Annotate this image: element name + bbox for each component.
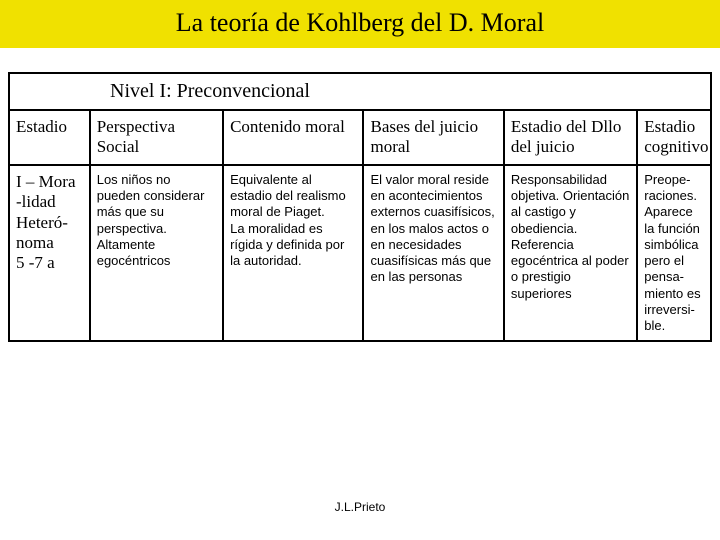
cell-perspectiva: Los niños no pueden considerar más que s… — [90, 165, 223, 342]
col-estadio: Estadio — [9, 110, 90, 165]
col-contenido: Contenido moral — [223, 110, 363, 165]
col-dllo: Estadio del Dllo del juicio — [504, 110, 637, 165]
page-title: La teoría de Kohlberg del D. Moral — [0, 8, 720, 38]
col-perspectiva: Perspectiva Social — [90, 110, 223, 165]
cell-contenido: Equivalente al estadio del realismo mora… — [223, 165, 363, 342]
level-header-wrap: Nivel I: Preconvencional — [8, 72, 712, 109]
kohlberg-table: Estadio Perspectiva Social Contenido mor… — [8, 109, 712, 342]
cell-dllo: Responsabilidad objetiva. Orientación al… — [504, 165, 637, 342]
cell-bases: El valor moral reside en acontecimientos… — [363, 165, 503, 342]
col-bases: Bases del juicio moral — [363, 110, 503, 165]
table-header-row: Estadio Perspectiva Social Contenido mor… — [9, 110, 711, 165]
table-row: I – Mora -lidad Heteró- noma 5 -7 a Los … — [9, 165, 711, 342]
footer-credit: J.L.Prieto — [0, 500, 720, 514]
col-cognitivo: Estadio cognitivo — [637, 110, 711, 165]
title-band: La teoría de Kohlberg del D. Moral — [0, 0, 720, 48]
level-heading: Nivel I: Preconvencional — [8, 72, 712, 109]
cell-cognitivo: Preope- raciones. Aparece la función sim… — [637, 165, 711, 342]
cell-row-label: I – Mora -lidad Heteró- noma 5 -7 a — [9, 165, 90, 342]
